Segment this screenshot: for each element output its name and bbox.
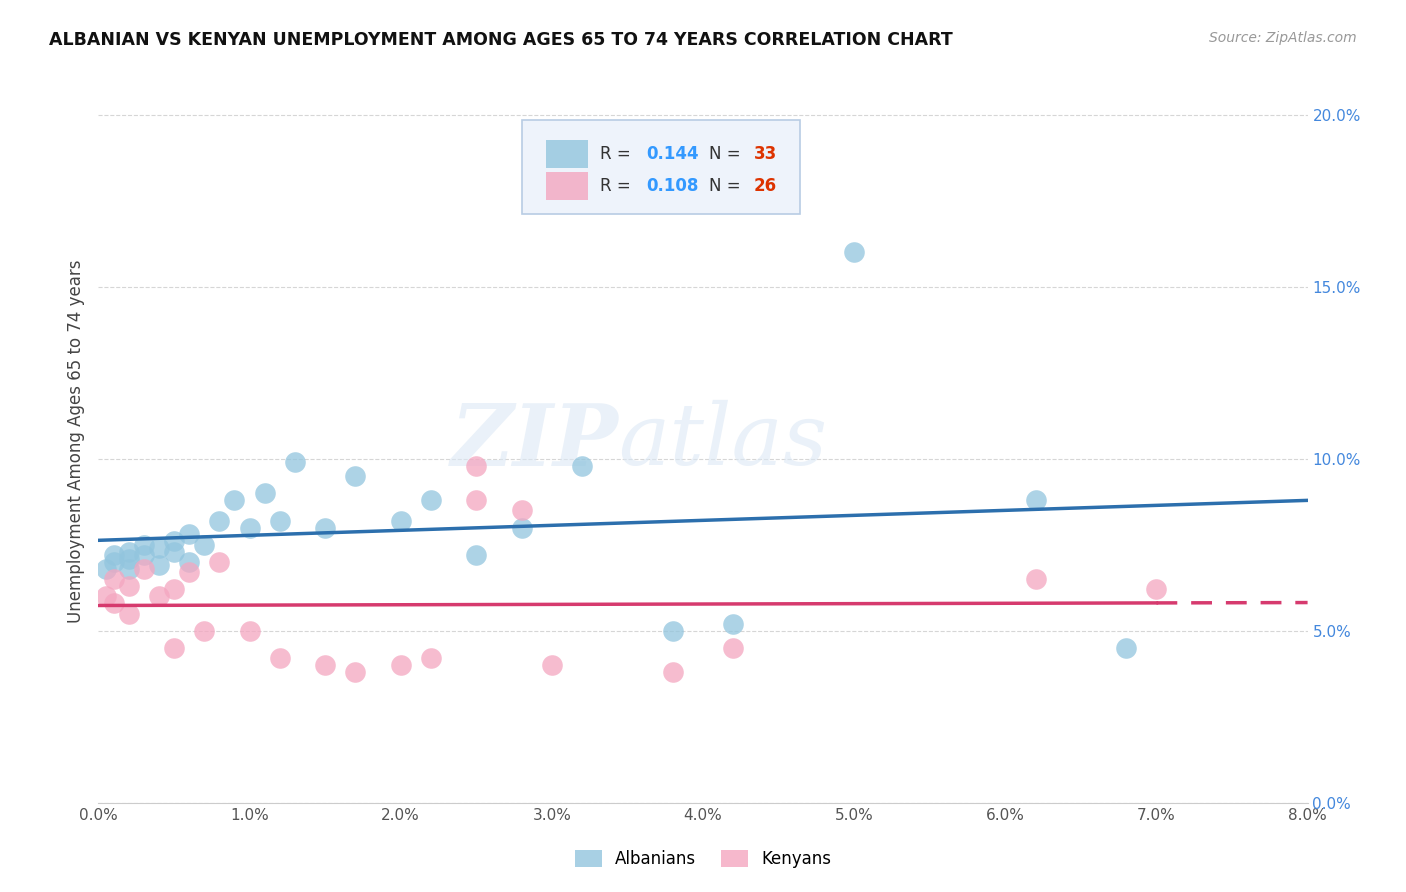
- Point: [389, 658, 412, 673]
- Point: [94, 562, 117, 576]
- Point: [193, 624, 215, 638]
- Point: [510, 503, 533, 517]
- Text: 0.108: 0.108: [647, 177, 699, 195]
- Point: [239, 520, 262, 534]
- Point: [224, 493, 246, 508]
- Point: [208, 555, 231, 569]
- Point: [314, 658, 336, 673]
- Point: [1146, 582, 1168, 597]
- Point: [1115, 640, 1137, 655]
- Text: ZIP: ZIP: [450, 400, 619, 483]
- Point: [179, 555, 201, 569]
- Point: [239, 624, 262, 638]
- Point: [540, 658, 562, 673]
- Point: [179, 566, 201, 580]
- Point: [465, 458, 488, 473]
- Point: [571, 458, 593, 473]
- Point: [510, 520, 533, 534]
- Text: atlas: atlas: [619, 401, 828, 483]
- Point: [844, 245, 866, 260]
- Point: [132, 548, 155, 562]
- FancyBboxPatch shape: [522, 120, 800, 214]
- Text: N =: N =: [709, 177, 747, 195]
- Point: [163, 582, 186, 597]
- Point: [132, 538, 155, 552]
- Text: R =: R =: [600, 145, 637, 163]
- Point: [179, 527, 201, 541]
- Point: [1025, 493, 1047, 508]
- Text: ALBANIAN VS KENYAN UNEMPLOYMENT AMONG AGES 65 TO 74 YEARS CORRELATION CHART: ALBANIAN VS KENYAN UNEMPLOYMENT AMONG AG…: [49, 31, 953, 49]
- Text: R =: R =: [600, 177, 637, 195]
- Point: [420, 493, 443, 508]
- Point: [148, 541, 170, 556]
- Point: [465, 493, 488, 508]
- Point: [661, 624, 683, 638]
- Point: [103, 548, 125, 562]
- Point: [118, 562, 141, 576]
- Point: [344, 665, 367, 679]
- Point: [118, 607, 141, 621]
- Point: [723, 640, 745, 655]
- Point: [661, 665, 683, 679]
- FancyBboxPatch shape: [546, 172, 588, 200]
- Point: [103, 572, 125, 586]
- Text: N =: N =: [709, 145, 747, 163]
- Point: [148, 558, 170, 573]
- FancyBboxPatch shape: [546, 140, 588, 168]
- Point: [103, 555, 125, 569]
- Point: [118, 544, 141, 558]
- Text: 26: 26: [754, 177, 778, 195]
- Point: [208, 514, 231, 528]
- Text: Source: ZipAtlas.com: Source: ZipAtlas.com: [1209, 31, 1357, 45]
- Text: 0.144: 0.144: [647, 145, 699, 163]
- Point: [163, 640, 186, 655]
- Legend: Albanians, Kenyans: Albanians, Kenyans: [568, 843, 838, 875]
- Point: [118, 551, 141, 566]
- Point: [344, 469, 367, 483]
- Point: [314, 520, 336, 534]
- Point: [723, 616, 745, 631]
- Point: [163, 534, 186, 549]
- Point: [132, 562, 155, 576]
- Point: [420, 651, 443, 665]
- Point: [148, 590, 170, 604]
- Point: [103, 596, 125, 610]
- Point: [193, 538, 215, 552]
- Point: [253, 486, 276, 500]
- Point: [118, 579, 141, 593]
- Point: [269, 514, 291, 528]
- Point: [94, 590, 117, 604]
- Point: [284, 455, 307, 469]
- Point: [389, 514, 412, 528]
- Text: 33: 33: [754, 145, 778, 163]
- Point: [465, 548, 488, 562]
- Point: [163, 544, 186, 558]
- Y-axis label: Unemployment Among Ages 65 to 74 years: Unemployment Among Ages 65 to 74 years: [67, 260, 86, 624]
- Point: [1025, 572, 1047, 586]
- Point: [269, 651, 291, 665]
